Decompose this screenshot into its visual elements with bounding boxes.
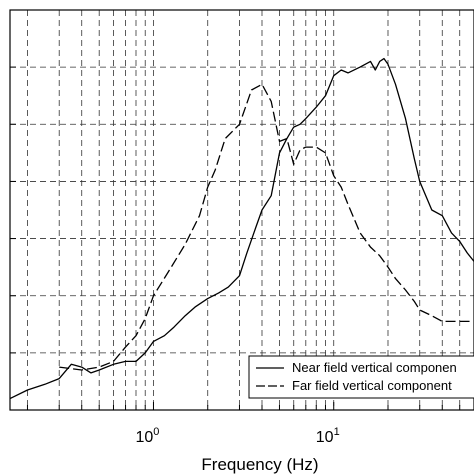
series-far-field-line [59,83,474,371]
axis-ticks [10,66,474,410]
series-lines [9,57,474,400]
x-tick-labels: 100 101 [136,426,340,446]
x-tick-label: 100 [136,426,160,446]
legend-label-far-field: Far field vertical component [292,378,452,393]
legend-box [248,355,474,399]
legend: Near field vertical componen Far field v… [248,355,474,399]
x-axis-label: Frequency (Hz) [201,455,318,474]
x-tick-label: 101 [316,426,340,446]
legend-label-near-field: Near field vertical componen [292,360,457,375]
series-near-field-line [9,57,474,400]
plot-frame [9,9,474,411]
grid-lines [10,10,474,410]
